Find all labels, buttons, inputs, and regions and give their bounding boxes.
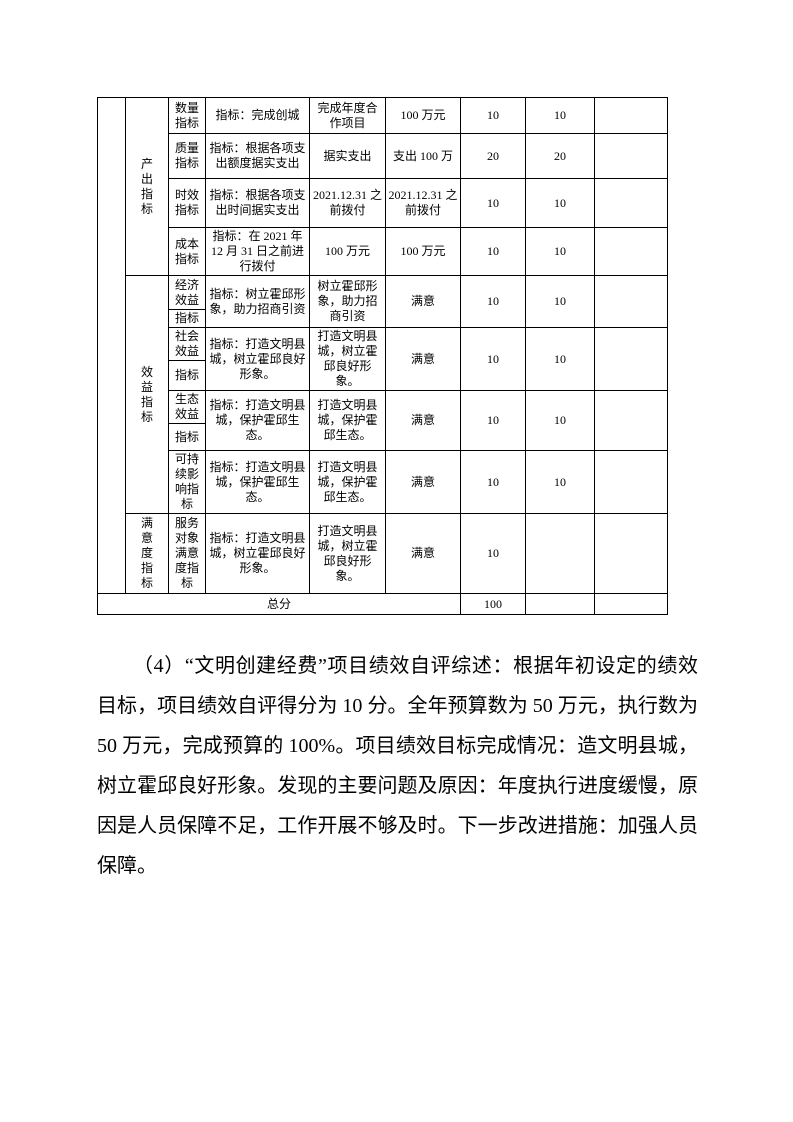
annual-target-cell: 打造文明县城，保护霍邱生态。: [309, 390, 386, 451]
weight-score-cell: 10: [460, 450, 526, 514]
table-row: 时效指标 指标：根据各项支出时间据实支出 2021.12.31 之前拨付 202…: [98, 178, 668, 228]
actual-value-cell: 满意: [385, 327, 461, 391]
actual-value-cell: 满意: [385, 450, 461, 514]
indicator-type-cell: 社会效益: [168, 327, 206, 361]
indicator-type-suffix-cell: 指标: [168, 360, 206, 391]
indicator-type-cell: 生态效益: [168, 390, 206, 424]
spacer-column-cell: [97, 97, 126, 594]
annual-target-cell: 打造文明县城，保护霍邱生态。: [309, 450, 386, 514]
actual-value-cell: 满意: [385, 513, 461, 594]
final-score-cell: [594, 227, 668, 276]
final-score-cell: [594, 450, 668, 514]
annual-target-cell: 完成年度合作项目: [309, 97, 386, 134]
indicator-type-suffix-cell: 指标: [168, 423, 206, 451]
annual-target-cell: 2021.12.31 之前拨付: [309, 178, 386, 228]
final-score-cell: [594, 178, 668, 228]
weight-score-cell: 10: [460, 390, 526, 451]
actual-value-cell: 100 万元: [385, 97, 461, 134]
indicator-desc-cell: 指标：树立霍邱形象，助力招商引资: [205, 275, 310, 328]
weight-score-cell: 10: [460, 227, 526, 276]
final-score-cell: [594, 275, 668, 328]
indicator-desc-cell: 指标：根据各项支出额度据实支出: [205, 133, 310, 179]
weight-score-cell: 10: [460, 178, 526, 228]
self-score-cell: [525, 513, 595, 594]
table-row: 满意度指标 服务对象满意度指标 指标：打造文明县城，树立霍邱良好形象。 打造文明…: [98, 513, 668, 594]
indicator-type-cell: 时效指标: [168, 178, 206, 228]
indicator-type-cell: 质量指标: [168, 133, 206, 179]
self-score-cell: 20: [525, 133, 595, 179]
annual-target-cell: 打造文明县城，树立霍邱良好形象。: [309, 513, 386, 594]
indicator-type-cell: 服务对象满意度指标: [168, 513, 206, 594]
table-row: 效益指标 经济效益 指标：树立霍邱形象，助力招商引资 树立霍邱形象，助力招商引资…: [98, 275, 668, 514]
final-score-cell: [594, 390, 668, 451]
annual-target-cell: 打造文明县城，树立霍邱良好形象。: [309, 327, 386, 391]
self-score-cell: 10: [525, 178, 595, 228]
total-weight-cell: 100: [460, 593, 526, 615]
performance-score-table: 产出指标 数量指标 指标：完成创城 完成年度合作项目 100 万元 10 10 …: [97, 97, 668, 615]
group-label: 效益指标: [141, 364, 154, 424]
self-score-cell: 10: [525, 275, 595, 328]
indicator-desc-cell: 指标：完成创城: [205, 97, 310, 134]
actual-value-cell: 满意: [385, 275, 461, 328]
weight-score-cell: 20: [460, 133, 526, 179]
self-score-cell: 10: [525, 97, 595, 134]
weight-score-cell: 10: [460, 97, 526, 134]
annual-target-cell: 树立霍邱形象，助力招商引资: [309, 275, 386, 328]
self-score-cell: 10: [525, 450, 595, 514]
group-benefit-cell: 效益指标: [125, 275, 169, 514]
table-row: 指标: [98, 423, 668, 451]
indicator-desc-cell: 指标：打造文明县城，保护霍邱生态。: [205, 390, 310, 451]
weight-score-cell: 10: [460, 327, 526, 391]
indicator-desc-cell: 指标：在 2021 年 12 月 31 日之前进行拨付: [205, 227, 310, 276]
group-output-cell: 产出指标: [125, 97, 169, 276]
final-score-cell: [594, 133, 668, 179]
actual-value-cell: 支出 100 万: [385, 133, 461, 179]
indicator-desc-cell: 指标：打造文明县城，树立霍邱良好形象。: [205, 327, 310, 391]
weight-score-cell: 10: [460, 275, 526, 328]
weight-score-cell: 10: [460, 513, 526, 594]
indicator-type-cell: 经济效益: [168, 275, 206, 310]
indicator-type-cell: 成本指标: [168, 227, 206, 276]
final-score-cell: [594, 97, 668, 134]
total-label-cell: 总分: [97, 593, 461, 615]
table-row: 可持续影响指标 指标：打造文明县城，保护霍邱生态。 打造文明县城，保护霍邱生态。…: [98, 450, 668, 514]
total-final-score-cell: [594, 593, 668, 615]
final-score-cell: [594, 327, 668, 391]
actual-value-cell: 满意: [385, 390, 461, 451]
annual-target-cell: 100 万元: [309, 227, 386, 276]
indicator-desc-cell: 指标：打造文明县城，树立霍邱良好形象。: [205, 513, 310, 594]
table-row: 生态效益 指标：打造文明县城，保护霍邱生态。 打造文明县城，保护霍邱生态。 满意…: [98, 390, 668, 451]
self-score-cell: 10: [525, 227, 595, 276]
indicator-type-cell: 数量指标: [168, 97, 206, 134]
self-score-cell: 10: [525, 327, 595, 391]
group-label: 产出指标: [141, 156, 154, 216]
table-row: 社会效益 指标：打造文明县城，树立霍邱良好形象。 打造文明县城，树立霍邱良好形象…: [98, 327, 668, 391]
table-row: 产出指标 数量指标 指标：完成创城 完成年度合作项目 100 万元 10 10: [97, 97, 668, 594]
total-self-score-cell: [525, 593, 595, 615]
indicator-desc-cell: 指标：打造文明县城，保护霍邱生态。: [205, 450, 310, 514]
indicator-type-cell: 可持续影响指标: [168, 450, 206, 514]
table-row: 质量指标 指标：根据各项支出额度据实支出 据实支出 支出 100 万 20 20: [98, 133, 668, 179]
table-row: 成本指标 指标：在 2021 年 12 月 31 日之前进行拨付 100 万元 …: [98, 227, 668, 276]
self-score-cell: 10: [525, 390, 595, 451]
group-label: 满意度指标: [141, 516, 154, 590]
self-evaluation-summary: （4）“文明创建经费”项目绩效自评综述：根据年初设定的绩效目标，项目绩效自评得分…: [97, 655, 698, 877]
indicator-desc-cell: 指标：根据各项支出时间据实支出: [205, 178, 310, 228]
actual-value-cell: 2021.12.31 之前拨付: [385, 178, 461, 228]
total-row: 总分 100: [97, 593, 668, 615]
actual-value-cell: 100 万元: [385, 227, 461, 276]
final-score-cell: [594, 513, 668, 594]
annual-target-cell: 据实支出: [309, 133, 386, 179]
indicator-type-suffix-cell: 指标: [168, 309, 206, 328]
group-satisfaction-cell: 满意度指标: [125, 513, 169, 594]
